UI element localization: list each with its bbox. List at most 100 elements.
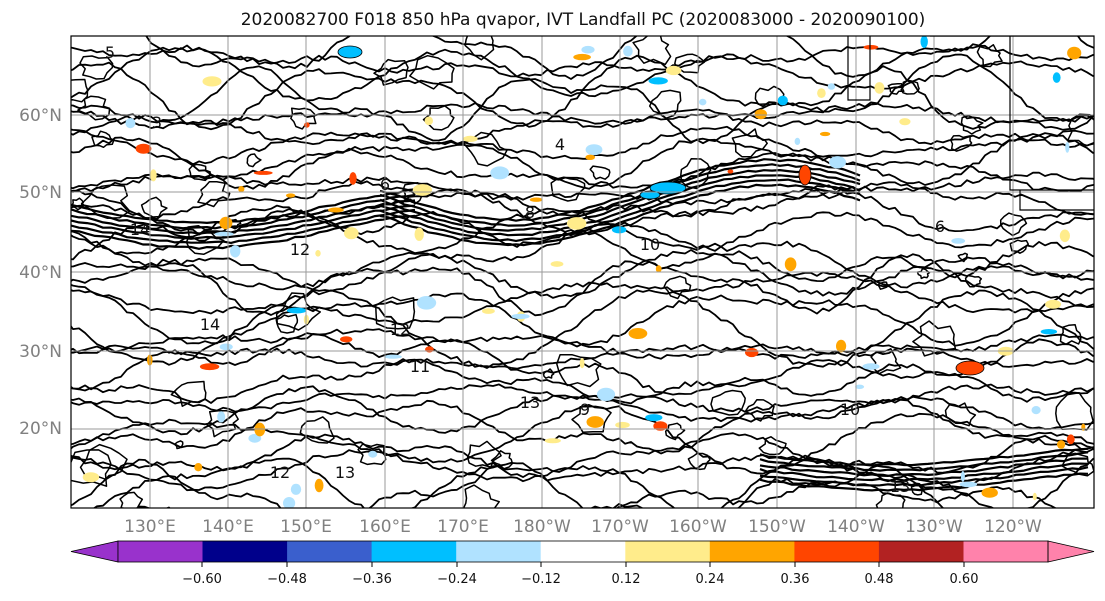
contour-loop [140,196,168,218]
contour-value-label: 3 [152,113,162,132]
contour-loop [731,128,768,158]
contour-band [71,208,416,244]
contour-loop [957,252,969,263]
contour-loop [462,484,500,508]
contour-loop [374,296,416,330]
contour-loop [246,153,262,168]
anomaly-patch [596,387,616,401]
contour-loop [877,281,889,290]
contour-loop [550,176,586,202]
anomaly-patch [315,250,321,257]
anomaly-patch [462,135,478,142]
colorbar-segment [287,541,373,562]
contour-loop [1066,113,1094,147]
anomaly-patch [586,416,604,428]
contour-lines [71,36,1094,508]
contour-loop [744,398,775,422]
contour-value-label: 13 [520,393,540,412]
contour-loop [1059,323,1082,346]
lon-label: 160°W [669,517,727,537]
graticule [71,36,1094,508]
anomaly-patch [217,411,226,423]
contour-value-label: 11 [410,357,430,376]
contour-value-label: 14 [130,220,150,239]
lat-label: 20°N [19,419,62,439]
colorbar: −0.60 −0.48 −0.36 −0.24 −0.12 0.12 0.24 … [70,540,1095,587]
contour-line [135,480,1058,508]
anomaly-patch [82,472,100,483]
contour-loop [710,389,746,416]
anomaly-patch [794,137,801,145]
anomaly-patch [628,328,648,339]
anomaly-patch [862,363,880,370]
lon-label: 140°W [827,517,885,537]
anomaly-patch [585,144,603,156]
contour-line [71,287,1094,348]
colorbar-tick-label: −0.36 [352,572,392,587]
anomaly-patch [899,118,911,126]
anomaly-patch [829,156,846,169]
contour-line [71,65,1094,145]
colorbar-segment [709,541,795,562]
contour-loop [754,85,785,106]
contour-loop [490,450,514,470]
anomaly-patch [304,122,310,128]
anomaly-patch [817,88,826,98]
anomaly-patch [1067,46,1082,60]
anomaly-patch [490,166,510,180]
lon-label: 170°W [591,517,649,537]
anomaly-patch [784,257,797,272]
contour-line [71,108,1094,148]
anomaly-patch [286,307,307,314]
anomaly-patch [248,433,262,443]
anomaly-patch [194,463,203,472]
contour-band [759,466,1089,487]
anomaly-patch [1065,142,1070,153]
colorbar-tick-label: −0.12 [521,572,561,587]
anomaly-patch [529,197,543,202]
contour-loop [976,44,1003,68]
contour-loop [758,436,787,456]
contour-loop [571,405,612,434]
anomaly-patch [202,76,222,87]
contour-line [71,171,1094,206]
anomaly-patch [960,471,965,482]
anomaly-patch [798,164,812,186]
contour-loop [464,36,495,61]
contour-loop [556,354,602,388]
anomaly-patch [1040,329,1058,335]
contour-loop [79,55,114,80]
contour-loop [71,78,89,103]
contour-loop [463,131,508,167]
contour-line [71,328,1094,360]
colorbar-tick-label: 0.48 [865,572,894,587]
lat-label: 60°N [19,106,62,126]
anomaly-patch [777,95,788,106]
coastlines [847,36,1094,211]
anomaly-patch [253,170,273,175]
anomaly-patch [544,438,561,444]
colorbar-tick-label: 0.60 [950,572,979,587]
contour-line [71,448,1094,492]
contour-band [759,472,1089,492]
colorbar-segment [118,541,203,562]
anomaly-patch [337,45,363,59]
anomaly-patch [1045,299,1062,309]
contour-line [71,385,1094,436]
colorbar-segment [202,541,288,562]
lon-label: 130°E [124,517,176,537]
contour-loop [916,267,931,280]
anomaly-patch [425,346,434,353]
contour-loop [589,165,611,180]
contour-band [71,199,416,235]
colorbar-segments [70,540,1095,563]
contour-value-label: 4 [555,135,565,154]
contour-band [759,462,1089,483]
anomaly-patch [482,308,495,314]
anomaly-patch [581,45,595,54]
anomaly-patch [135,143,152,154]
colorbar-segment [371,541,457,562]
lon-label: 150°W [748,517,806,537]
contour-loop [887,83,905,95]
